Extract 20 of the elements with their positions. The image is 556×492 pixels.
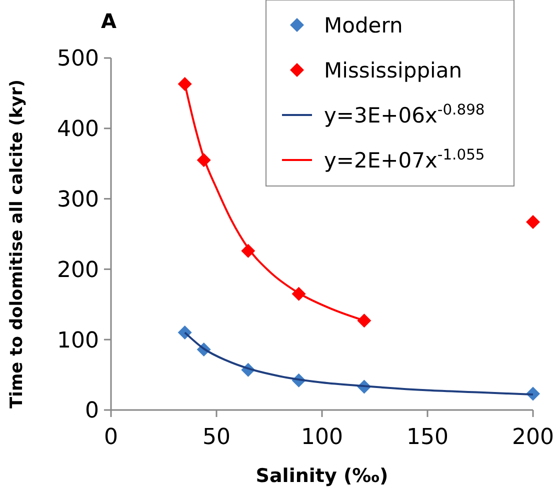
legend-label: y=2E+07x$^{-1.055}$ — [324, 146, 485, 172]
legend-label: Mississippian — [324, 58, 462, 82]
y-axis-title: Time to dolomitise all calcite (kyr) — [7, 80, 27, 408]
point — [178, 326, 192, 340]
y-tick-label: 0 — [85, 398, 99, 424]
legend-label: Modern — [324, 13, 403, 38]
chart-title: A — [101, 9, 117, 33]
y-tick-label: 400 — [57, 117, 99, 142]
y-tick-label: 500 — [57, 46, 99, 72]
y-tick-label: 200 — [57, 258, 99, 283]
x-tick-label: 100 — [301, 425, 343, 450]
x-tick-label: 0 — [104, 425, 118, 450]
x-axis-title: Salinity (‰) — [256, 465, 388, 487]
x-tick-label: 200 — [512, 425, 554, 450]
y-tick-label: 300 — [57, 188, 99, 212]
x-tick-label: 150 — [406, 425, 448, 450]
point — [526, 215, 540, 230]
y-tick-label: 100 — [57, 328, 99, 354]
legend-label: y=3E+06x$^{-0.898}$ — [324, 100, 485, 128]
x-tick-label: 50 — [202, 425, 230, 450]
